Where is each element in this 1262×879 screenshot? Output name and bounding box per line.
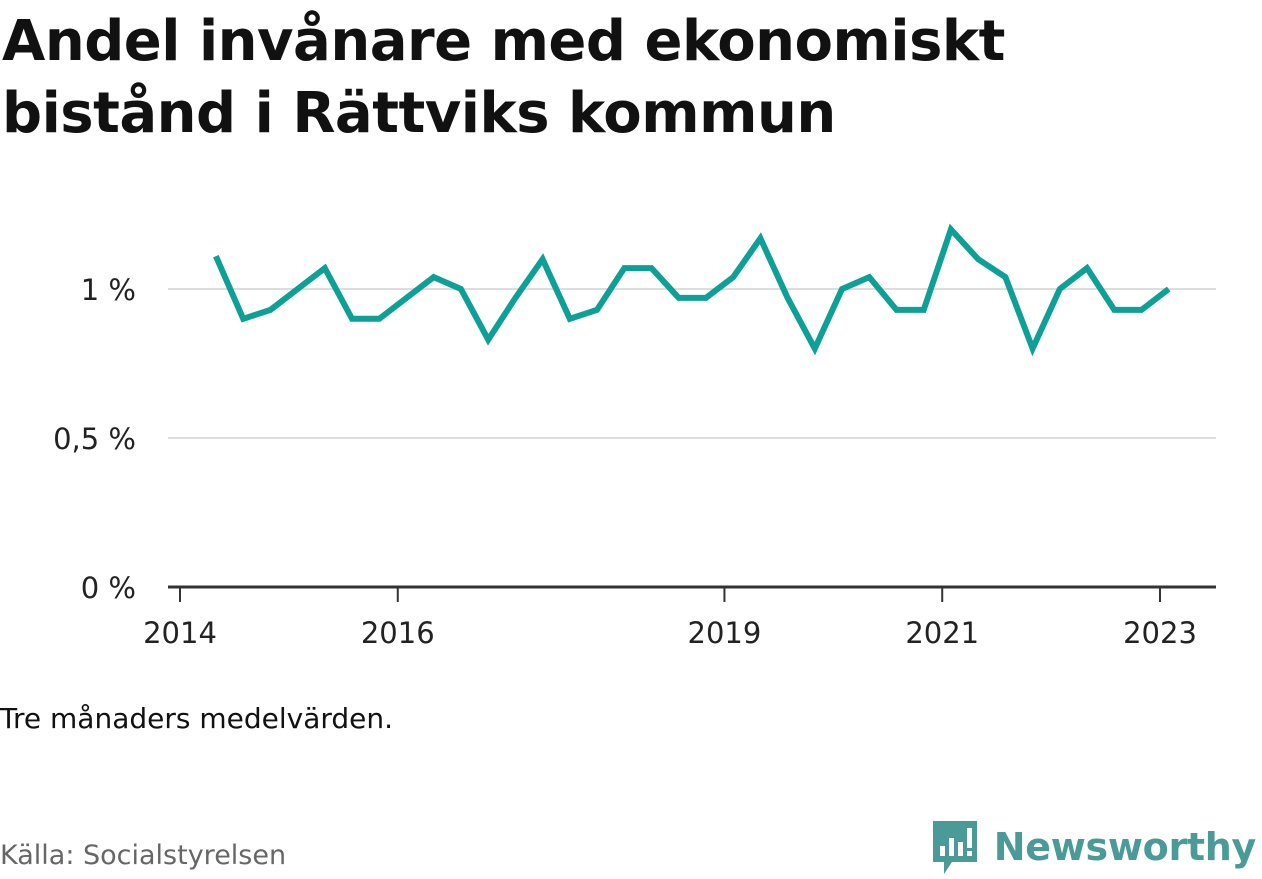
chart-note: Tre månaders medelvärden. (0, 702, 394, 735)
newsworthy-logo-icon (932, 821, 977, 874)
y-axis-ticks: 0 % 0,5 % 1 % (53, 273, 136, 605)
series-points (215, 229, 1169, 349)
y-tick-label: 0,5 % (53, 422, 136, 456)
x-tick-label: 2019 (688, 616, 762, 650)
brand-name: Newsworthy (993, 825, 1257, 869)
line-chart: 0 % 0,5 % 1 % 2014 2016 2019 2021 2023 (53, 223, 1216, 650)
x-tick-label: 2014 (143, 616, 217, 650)
x-axis-ticks: 2014 2016 2019 2021 2023 (143, 587, 1197, 650)
source-text: Källa: Socialstyrelsen (0, 840, 287, 871)
x-tick-label: 2016 (361, 616, 435, 650)
chart-title: Andel invånare med ekonomiskt bistånd i … (2, 9, 1005, 146)
series-line (213, 223, 1171, 357)
x-tick-label: 2023 (1123, 616, 1197, 650)
gridlines (168, 288, 1216, 439)
brand-logo: Newsworthy (930, 818, 1256, 876)
y-tick-label: 0 % (81, 571, 136, 605)
x-tick-label: 2021 (905, 616, 979, 650)
y-tick-label: 1 % (81, 273, 136, 307)
